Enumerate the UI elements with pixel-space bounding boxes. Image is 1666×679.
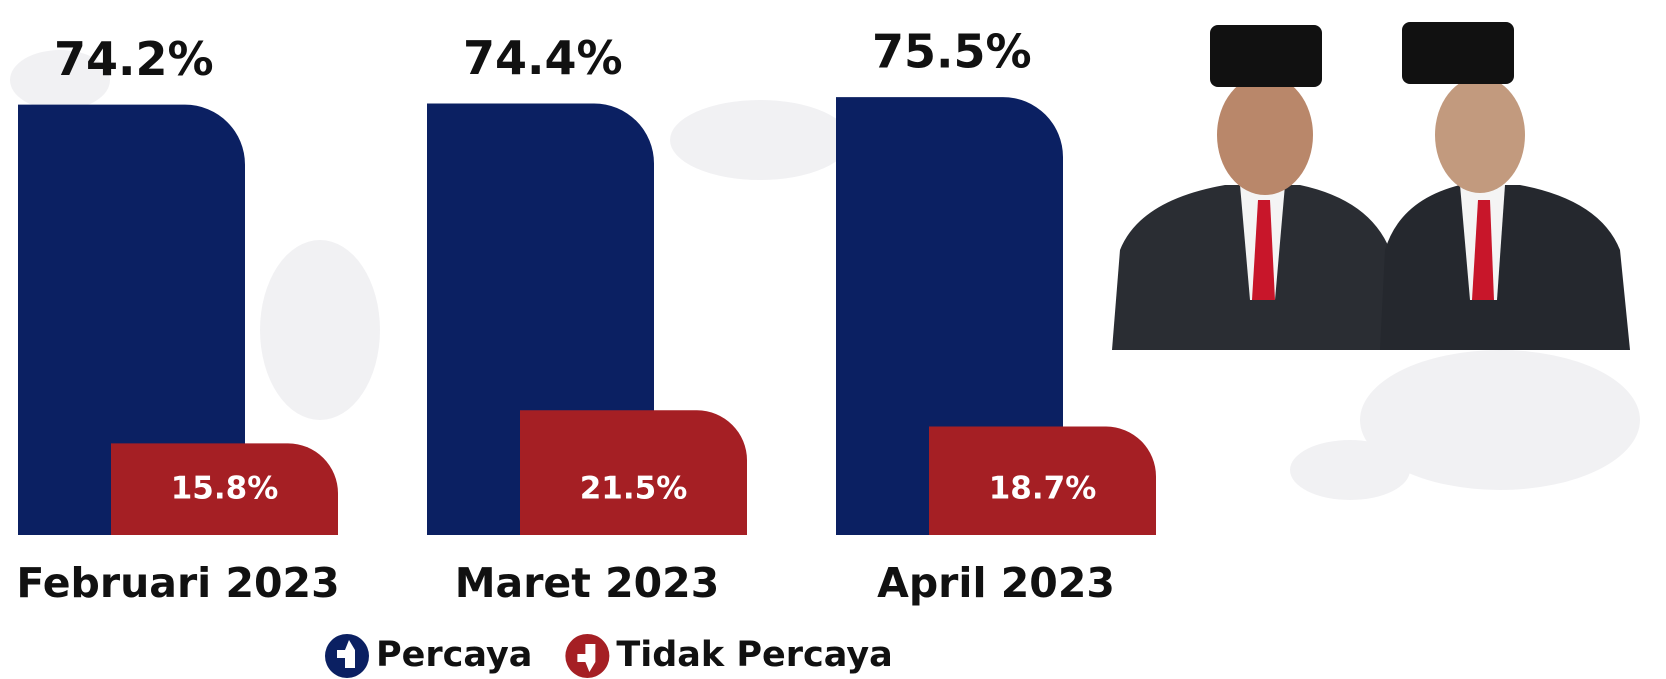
x-tick-label: Februari 2023 (16, 559, 339, 607)
value-label: 74.2% (54, 32, 214, 86)
x-tick-label: April 2023 (877, 559, 1115, 607)
chart: 74.2% 15.8% Februari 2023 74.4% 21.5% Maret 2… (0, 0, 1666, 679)
value-label: 15.8% (171, 471, 279, 507)
legend-label: Tidak Percaya (616, 635, 892, 675)
x-tick-label: Maret 2023 (455, 559, 719, 607)
value-label: 75.5% (872, 25, 1032, 79)
value-label: 18.7% (989, 471, 1097, 507)
photo (1112, 22, 1630, 350)
value-label: 21.5% (580, 471, 688, 507)
legend-label: Percaya (376, 635, 532, 675)
value-label: 74.4% (463, 31, 623, 85)
